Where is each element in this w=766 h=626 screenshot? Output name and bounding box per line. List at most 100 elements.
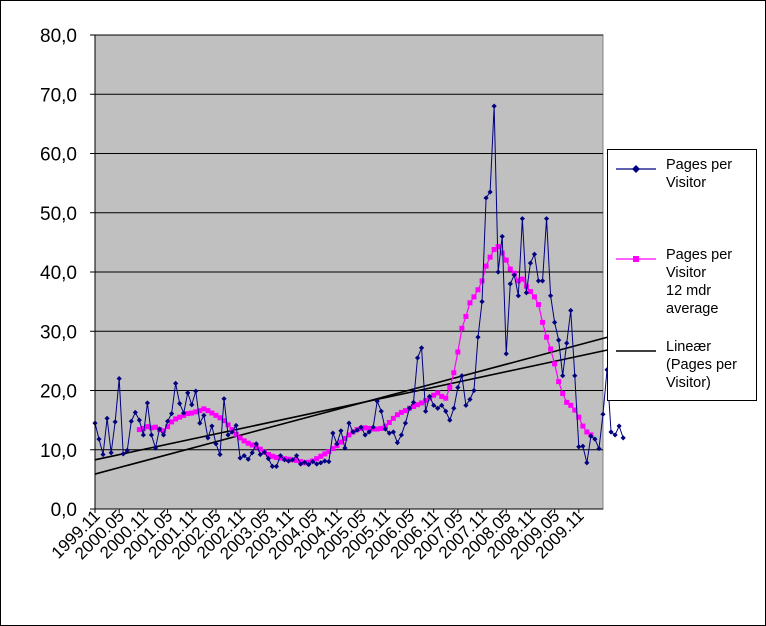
pages-per-visitor-point xyxy=(144,400,151,406)
pages-per-visitor-point xyxy=(346,420,352,426)
average-data-point xyxy=(487,254,493,260)
average-data-point xyxy=(519,276,525,282)
y-tick-label: 70,0 xyxy=(40,85,77,106)
pages-per-visitor-point xyxy=(358,424,364,430)
pages-per-visitor-point xyxy=(543,216,550,222)
average-data-point xyxy=(479,278,485,284)
pages-per-visitor-point xyxy=(257,451,263,458)
pages-per-visitor-point xyxy=(120,451,126,457)
average-data-point xyxy=(161,428,167,434)
pages-per-visitor-point xyxy=(201,412,207,418)
pages-per-visitor-point xyxy=(398,432,405,438)
average-data-point xyxy=(411,403,417,409)
pages-per-visitor-point xyxy=(217,451,223,458)
pages-per-visitor-point xyxy=(362,432,368,438)
pages-per-visitor-point xyxy=(229,429,235,435)
pages-per-visitor-point xyxy=(560,373,566,379)
pages-per-visitor-point xyxy=(197,420,203,426)
pages-per-visitor-point xyxy=(181,410,187,416)
average-data-point xyxy=(330,446,336,452)
average-data-point xyxy=(451,370,457,376)
average-data-point xyxy=(165,424,171,430)
average-data-point xyxy=(314,456,320,462)
average-data-point xyxy=(527,289,533,295)
average-data-point xyxy=(269,453,275,459)
average-data-point xyxy=(193,409,199,415)
average-data-point xyxy=(197,408,203,414)
pages-per-visitor-point xyxy=(471,387,477,394)
average-data-point xyxy=(548,346,554,352)
average-data-point xyxy=(362,425,368,431)
pages-per-visitor-point xyxy=(112,419,118,425)
pages-per-visitor-point xyxy=(556,337,562,343)
pages-per-visitor-point xyxy=(302,459,308,465)
pages-per-visitor-point xyxy=(431,402,437,408)
pages-per-visitor-point xyxy=(539,278,546,284)
pages-per-visitor-point xyxy=(225,432,231,438)
average-data-point xyxy=(552,361,558,367)
pages-per-visitor-point xyxy=(386,430,392,436)
legend-swatch-square xyxy=(616,256,656,262)
pages-per-visitor-point xyxy=(314,461,320,467)
pages-per-visitor-point xyxy=(503,351,509,357)
pages-per-visitor-point xyxy=(483,195,489,201)
pages-per-visitor-point xyxy=(374,398,380,404)
pages-per-visitor-point xyxy=(156,426,163,432)
average-data-point xyxy=(467,300,473,306)
pages-per-visitor-point xyxy=(406,405,413,411)
average-data-point xyxy=(241,438,247,444)
pages-per-visitor-point xyxy=(342,445,348,451)
average-data-point xyxy=(572,407,578,413)
average-data-point xyxy=(459,325,465,331)
series-pages-per-visitor xyxy=(92,103,626,469)
average-data-point xyxy=(463,313,469,319)
pages-per-visitor-point xyxy=(459,373,465,379)
average-data-point xyxy=(177,414,183,420)
pages-per-visitor-point xyxy=(439,402,445,408)
y-tick-label: 80,0 xyxy=(40,26,77,47)
average-data-point xyxy=(265,451,271,457)
pages-per-visitor-point xyxy=(96,436,102,442)
pages-per-visitor-point xyxy=(285,458,292,464)
pages-per-visitor-point xyxy=(104,415,110,421)
average-data-point xyxy=(189,410,195,416)
pages-per-visitor-point xyxy=(568,307,574,314)
pages-per-visitor-point xyxy=(128,418,134,424)
pages-per-visitor-point xyxy=(189,402,195,408)
average-data-point xyxy=(173,416,179,422)
average-data-point xyxy=(273,454,279,460)
y-tick-label: 30,0 xyxy=(40,322,77,343)
average-data-point xyxy=(439,393,445,399)
trendlines xyxy=(94,332,624,475)
pages-per-visitor-point xyxy=(511,272,517,278)
pages-per-visitor-point xyxy=(322,458,328,464)
pages-per-visitor-point xyxy=(547,293,554,299)
pages-per-visitor-point xyxy=(414,355,421,361)
average-data-point xyxy=(169,419,175,425)
pages-per-visitor-point xyxy=(370,424,376,430)
average-data-point xyxy=(455,349,461,355)
legend-label-12-month-average: Pages per Visitor 12 mdr average xyxy=(666,247,733,317)
pages-per-visitor-point xyxy=(148,432,155,438)
y-tick-label: 10,0 xyxy=(40,441,77,462)
pages-per-visitor-point xyxy=(350,429,356,435)
average-data-point xyxy=(540,319,546,325)
pages-per-visitor-point xyxy=(616,423,622,429)
average-data-point xyxy=(499,250,505,256)
pages-per-visitor-point xyxy=(241,453,247,459)
average-data-point xyxy=(209,410,215,416)
average-data-point xyxy=(326,449,332,455)
average-data-point xyxy=(503,257,509,263)
pages-per-visitor-point xyxy=(310,459,316,465)
pages-per-visitor-point xyxy=(269,463,275,469)
pages-per-visitor-point xyxy=(463,402,469,408)
average-data-point xyxy=(435,390,441,396)
pages-per-visitor-point xyxy=(491,103,497,109)
pages-per-visitor-point xyxy=(515,293,521,299)
average-data-point xyxy=(257,446,263,452)
average-data-point xyxy=(580,423,586,429)
pages-per-visitor-point xyxy=(535,278,542,284)
pages-per-visitor-point xyxy=(608,429,614,435)
y-tick-label: 60,0 xyxy=(40,145,77,166)
pages-per-visitor-point xyxy=(435,405,441,411)
